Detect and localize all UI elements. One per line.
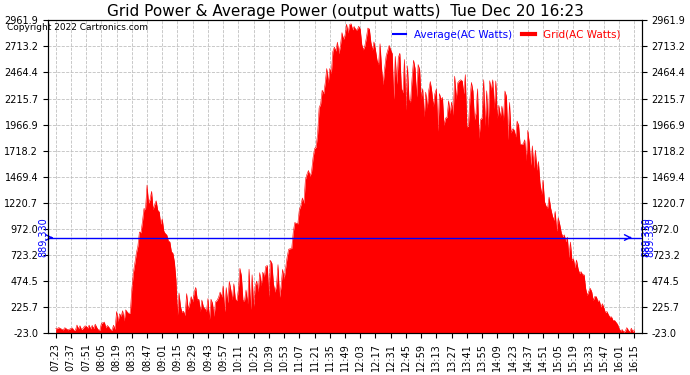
Legend: Average(AC Watts), Grid(AC Watts): Average(AC Watts), Grid(AC Watts) (389, 26, 625, 44)
Text: 889.330: 889.330 (642, 217, 651, 257)
Text: 889.330: 889.330 (39, 217, 48, 257)
Text: Copyright 2022 Cartronics.com: Copyright 2022 Cartronics.com (7, 22, 148, 32)
Title: Grid Power & Average Power (output watts)  Tue Dec 20 16:23: Grid Power & Average Power (output watts… (106, 4, 584, 19)
Text: 889.330: 889.330 (645, 217, 655, 257)
